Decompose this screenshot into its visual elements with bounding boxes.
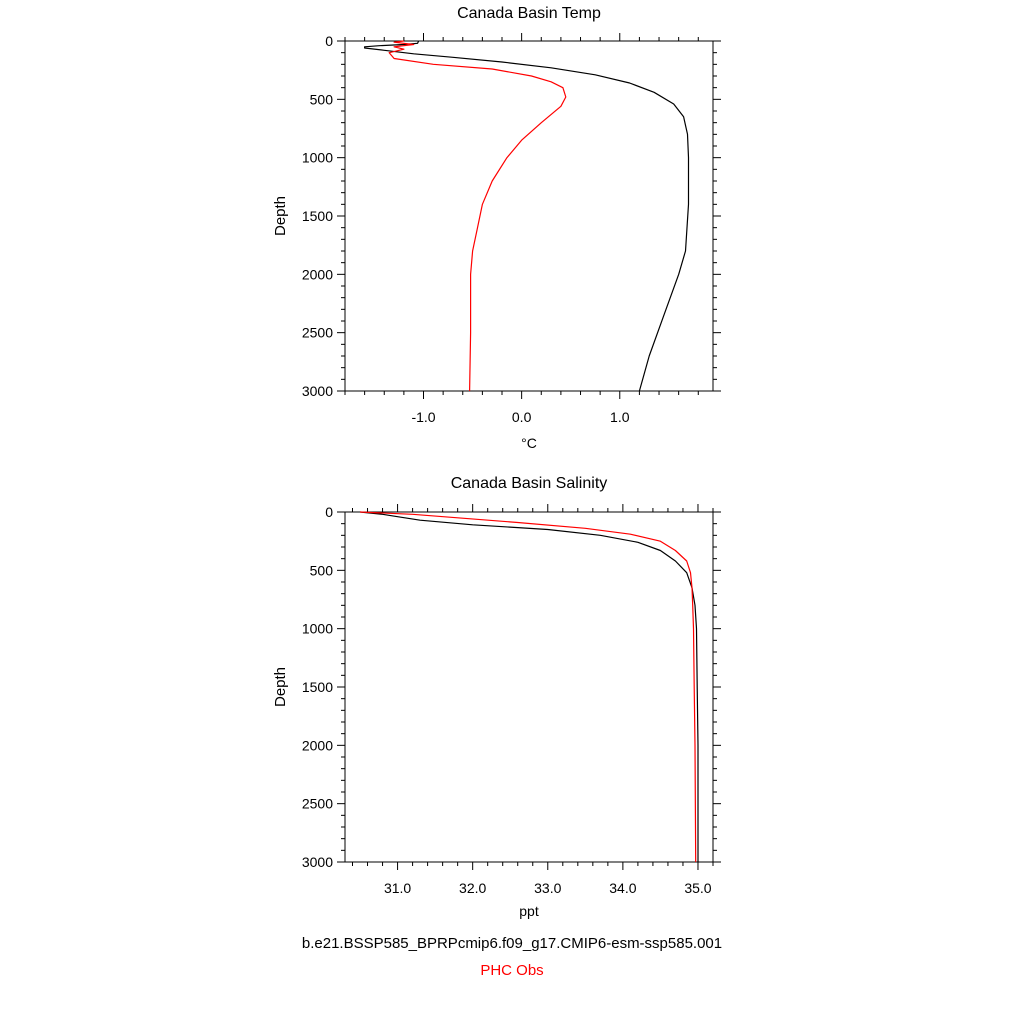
chart-title: Canada Basin Salinity: [451, 475, 608, 492]
y-tick-label: 0: [325, 504, 333, 520]
x-tick-label: 1.0: [610, 409, 630, 425]
series-line-obs: [359, 511, 697, 863]
legend-model-label: b.e21.BSSP585_BPRPcmip6.f09_g17.CMIP6-es…: [301, 935, 723, 952]
plot-frame: [344, 40, 714, 392]
y-tick-label: 1000: [302, 621, 333, 637]
x-tick-label: 31.0: [384, 880, 411, 896]
chart-panel-1: 0 500 1000 1500 2000 2500 3000 -1.0 0.0 1.0 Canada…: [272, 5, 721, 451]
x-tick-label: 35.0: [684, 880, 711, 896]
y-tick-label: 2000: [302, 737, 333, 753]
y-tick-label: 500: [310, 91, 334, 107]
y-tick-label: 1500: [302, 208, 333, 224]
x-axis-label: °C: [521, 435, 537, 451]
plot-frame: [344, 511, 714, 863]
chart-title: Canada Basin Temp: [457, 5, 601, 22]
legend-obs-label: PHC Obs: [480, 962, 544, 979]
x-tick-label: 0.0: [512, 409, 532, 425]
y-tick-label: 2500: [302, 325, 333, 341]
y-tick-label: 3000: [302, 383, 333, 399]
y-tick-label: 0: [325, 33, 333, 49]
y-tick-label: 3000: [302, 854, 333, 870]
x-axis-label: ppt: [519, 903, 539, 919]
y-tick-label: 1000: [302, 150, 333, 166]
series-line-model: [359, 511, 699, 862]
x-tick-label: -1.0: [411, 409, 435, 425]
y-axis-label: Depth: [272, 196, 289, 236]
y-axis-label: Depth: [272, 667, 289, 707]
x-tick-label: 34.0: [609, 880, 636, 896]
y-tick-label: 500: [310, 562, 334, 578]
y-tick-label: 2000: [302, 266, 333, 282]
chart-panel-2: 0 500 1000 1500 2000 2500 3000 31.0 32.0 33.0 34.0…: [272, 475, 721, 919]
y-tick-label: 2500: [302, 796, 333, 812]
series-line-model: [364, 40, 690, 392]
x-tick-label: 33.0: [534, 880, 561, 896]
series-line-obs: [388, 40, 567, 392]
x-tick-label: 32.0: [459, 880, 486, 896]
y-tick-label: 1500: [302, 679, 333, 695]
